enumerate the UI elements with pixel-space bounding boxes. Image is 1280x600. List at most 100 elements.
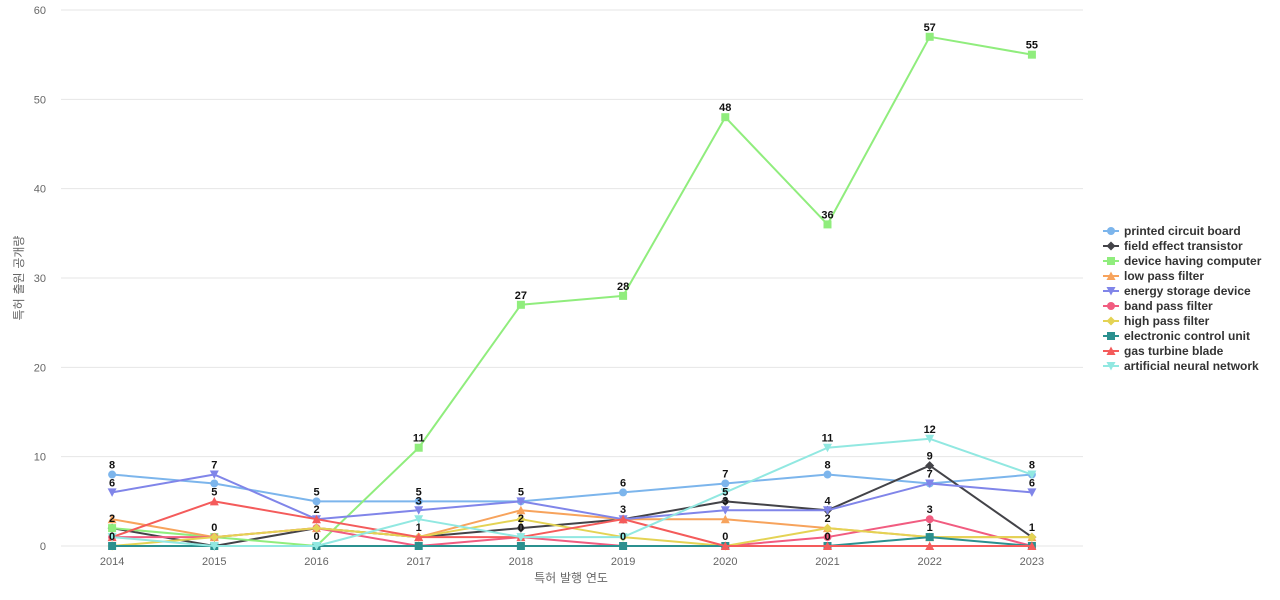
data-label: 2 — [518, 513, 524, 525]
legend-marker[interactable] — [1106, 271, 1116, 281]
series-line — [112, 437, 1033, 547]
data-point[interactable] — [720, 541, 730, 551]
data-point[interactable] — [1027, 488, 1037, 497]
data-point[interactable] — [925, 541, 935, 551]
data-point[interactable] — [823, 443, 832, 453]
data-point[interactable] — [108, 542, 117, 550]
series-artificial-neural-network — [107, 434, 1037, 551]
y-axis-title: 특허 출원 공개량 — [12, 236, 26, 321]
data-point[interactable] — [414, 506, 424, 515]
data-point[interactable] — [516, 497, 526, 506]
legend-item-high-pass-filter[interactable]: high pass filter — [1103, 314, 1210, 328]
legend-item-gas-turbine-blade[interactable]: gas turbine blade — [1103, 344, 1224, 358]
data-point[interactable] — [414, 497, 423, 506]
data-point[interactable] — [823, 523, 832, 533]
data-point[interactable] — [720, 514, 730, 524]
data-point[interactable] — [1027, 50, 1036, 59]
data-label: 0 — [109, 531, 115, 543]
data-point[interactable] — [516, 542, 525, 550]
data-point[interactable] — [823, 470, 832, 479]
data-point[interactable] — [108, 524, 117, 533]
data-point[interactable] — [720, 488, 730, 497]
data-point[interactable] — [414, 515, 424, 524]
legend-item-band-pass-filter[interactable]: band pass filter — [1103, 299, 1213, 313]
legend-marker[interactable] — [1107, 302, 1115, 310]
data-label: 3 — [722, 495, 728, 507]
data-point[interactable] — [312, 542, 321, 551]
data-point[interactable] — [823, 533, 832, 542]
data-label: 5 — [313, 486, 319, 498]
legend-marker[interactable] — [1106, 362, 1116, 371]
legend-label: printed circuit board — [1124, 224, 1241, 238]
legend-item-energy-storage-device[interactable]: energy storage device — [1103, 284, 1251, 298]
data-point[interactable] — [107, 514, 117, 524]
legend-item-artificial-neural-network[interactable]: artificial neural network — [1103, 359, 1259, 373]
data-point[interactable] — [209, 470, 219, 480]
data-point[interactable] — [1027, 470, 1037, 480]
data-label: 3 — [620, 504, 626, 516]
data-point[interactable] — [720, 506, 730, 515]
data-point[interactable] — [107, 488, 117, 497]
data-point[interactable] — [721, 479, 730, 488]
legend-marker[interactable] — [1106, 346, 1116, 356]
data-point[interactable] — [107, 533, 117, 542]
legend-item-field-effect-transistor[interactable]: field effect transistor — [1103, 239, 1243, 253]
legend-marker[interactable] — [1107, 227, 1115, 235]
data-point[interactable] — [925, 434, 935, 444]
data-point[interactable] — [619, 542, 628, 550]
legend-marker[interactable] — [1106, 316, 1116, 326]
data-label: 7 — [722, 468, 728, 480]
x-tick-label: 2015 — [202, 556, 226, 568]
data-point[interactable] — [312, 523, 321, 533]
data-point[interactable] — [618, 533, 628, 542]
data-point[interactable] — [619, 291, 628, 300]
legend-marker[interactable] — [1107, 257, 1115, 265]
data-point[interactable] — [619, 488, 628, 497]
legend-marker[interactable] — [1107, 332, 1115, 340]
data-label: 3 — [927, 504, 933, 516]
legend-label: device having computer — [1124, 254, 1262, 268]
legend-item-low-pass-filter[interactable]: low pass filter — [1103, 269, 1204, 283]
data-point[interactable] — [1027, 532, 1037, 542]
data-point[interactable] — [210, 479, 219, 488]
data-point[interactable] — [516, 523, 526, 533]
data-point[interactable] — [414, 443, 423, 452]
data-point[interactable] — [516, 514, 526, 524]
data-point[interactable] — [925, 479, 935, 488]
data-point[interactable] — [516, 505, 526, 515]
data-label: 0 — [518, 522, 524, 534]
data-label: 6 — [109, 477, 115, 489]
legend-item-device-having-computer[interactable]: device having computer — [1103, 254, 1262, 268]
data-point[interactable] — [312, 514, 321, 524]
data-point[interactable] — [925, 533, 934, 542]
data-point[interactable] — [1027, 541, 1037, 551]
data-point[interactable] — [516, 300, 525, 309]
data-point[interactable] — [925, 461, 935, 471]
data-point[interactable] — [209, 532, 219, 542]
x-tick-label: 2022 — [917, 556, 941, 568]
data-point[interactable] — [925, 32, 934, 41]
legend-item-electronic-control-unit[interactable]: electronic control unit — [1103, 329, 1250, 343]
data-point[interactable] — [823, 541, 832, 551]
data-label: 0 — [313, 531, 319, 543]
data-point[interactable] — [925, 515, 934, 524]
data-point[interactable] — [209, 496, 219, 506]
series-device-having-computer — [108, 32, 1036, 550]
legend-item-printed-circuit-board[interactable]: printed circuit board — [1103, 224, 1241, 238]
data-point[interactable] — [312, 497, 321, 506]
data-point[interactable] — [516, 533, 526, 542]
data-point[interactable] — [618, 514, 628, 524]
legend-marker[interactable] — [1106, 241, 1116, 251]
data-point[interactable] — [721, 113, 730, 122]
data-point[interactable] — [414, 532, 424, 542]
data-point[interactable] — [108, 470, 117, 479]
data-label: 1 — [927, 522, 933, 534]
data-point[interactable] — [823, 506, 832, 515]
legend-marker[interactable] — [1106, 287, 1116, 296]
data-point[interactable] — [720, 496, 730, 506]
data-point[interactable] — [209, 542, 219, 551]
data-point[interactable] — [414, 542, 423, 550]
data-point[interactable] — [823, 220, 832, 229]
